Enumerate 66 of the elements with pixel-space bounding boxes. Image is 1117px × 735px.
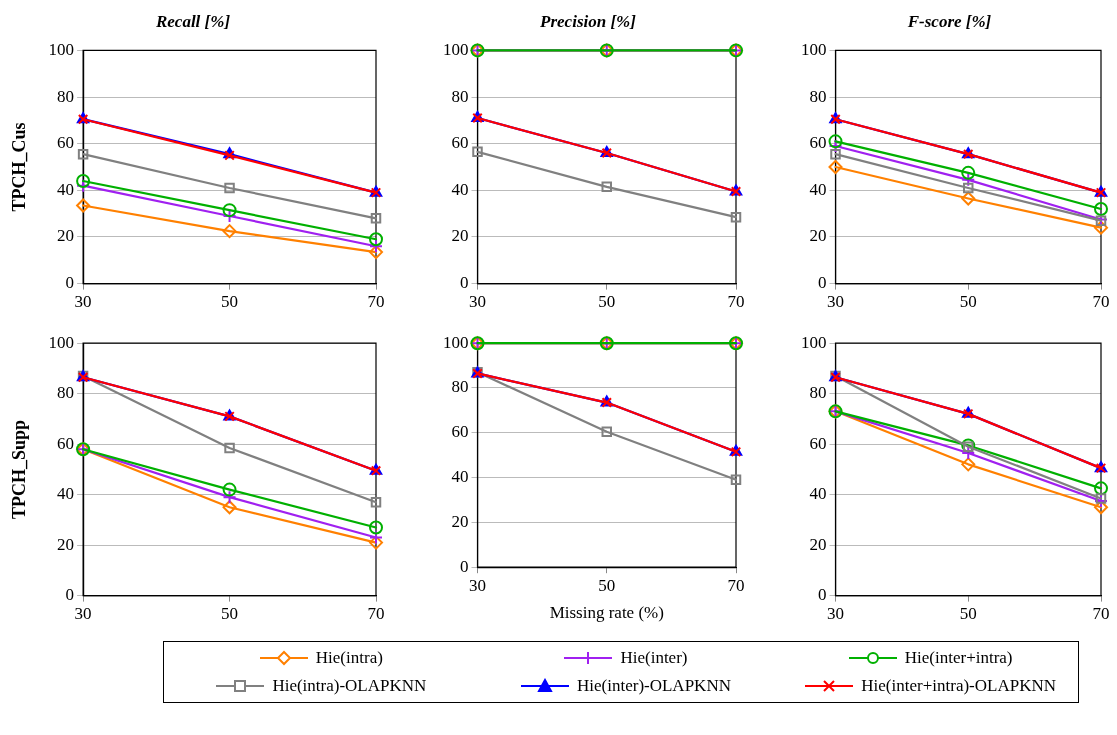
y-tick-label: 40 [809,484,827,504]
y-tick-label: 80 [451,377,469,397]
y-tick-label: 0 [65,585,75,605]
y-tick-label: 60 [809,433,827,453]
y-tick-label: 80 [451,86,469,106]
chart-title: Precision [%] [539,11,637,31]
x-tick-label: 50 [598,292,616,312]
y-tick-label: 0 [818,273,827,293]
y-tick-label: 100 [801,332,827,352]
x-tick-label: 70 [367,292,385,312]
x-tick-label: 50 [598,575,616,595]
y-axis-title: TPCH_Supp [9,419,30,519]
y-tick-label: 60 [451,422,469,442]
y-tick-label: 60 [809,133,827,153]
chart-title: Recall [%] [154,11,231,31]
y-tick-label: 20 [57,226,75,246]
y-tick-label: 0 [65,273,75,293]
x-tick-label: 30 [469,575,486,595]
x-tick-label: 50 [221,292,239,312]
y-tick-label: 40 [57,484,75,504]
x-tick-label: 70 [727,292,745,312]
y-tick-label: 80 [809,86,827,106]
y-tick-label: 0 [460,273,469,293]
y-tick-label: 20 [809,534,827,554]
x-tick-label: 70 [727,575,745,595]
x-tick-label: 70 [367,604,385,624]
y-tick-label: 100 [48,332,75,352]
legend-label: Hie(inter+intra)-OLAPKNN [861,676,1056,696]
chart-title: F-score [%] [906,11,992,31]
y-tick-label: 60 [57,133,75,153]
x-tick-label: 70 [1092,292,1110,312]
x-tick-label: 30 [827,292,844,312]
y-tick-label: 20 [809,226,827,246]
x-tick-label: 30 [74,292,92,312]
y-tick-label: 60 [57,433,75,453]
x-tick-label: 70 [1092,604,1110,624]
x-tick-label: 50 [959,604,977,624]
y-tick-label: 80 [57,86,75,106]
legend-label: Hie(intra)-OLAPKNN [272,676,427,696]
y-tick-label: 0 [818,585,827,605]
y-tick-label: 60 [451,133,469,153]
y-tick-label: 0 [460,556,469,576]
y-tick-label: 20 [451,511,469,531]
x-tick-label: 30 [827,604,844,624]
legend-label: Hie(inter+intra) [904,648,1013,668]
y-tick-label: 100 [443,332,469,352]
y-axis-title: TPCH_Cus [9,122,30,212]
y-tick-label: 40 [809,179,827,199]
x-tick-label: 50 [959,292,977,312]
y-tick-label: 40 [451,467,469,487]
y-tick-label: 80 [57,383,75,403]
y-tick-label: 40 [57,179,75,199]
y-tick-label: 20 [57,534,75,554]
y-tick-label: 100 [801,39,827,59]
y-tick-label: 20 [451,226,469,246]
legend-label: Hie(inter) [620,648,688,668]
legend-label: Hie(intra) [315,648,383,668]
y-tick-label: 40 [451,179,469,199]
x-tick-label: 30 [74,604,92,624]
x-tick-label: 30 [469,292,486,312]
y-tick-label: 100 [48,39,75,59]
y-tick-label: 80 [809,383,827,403]
legend-label: Hie(inter)-OLAPKNN [577,676,731,696]
y-tick-label: 100 [443,39,469,59]
x-axis-title: Missing rate (%) [549,603,664,623]
x-tick-label: 50 [221,604,239,624]
